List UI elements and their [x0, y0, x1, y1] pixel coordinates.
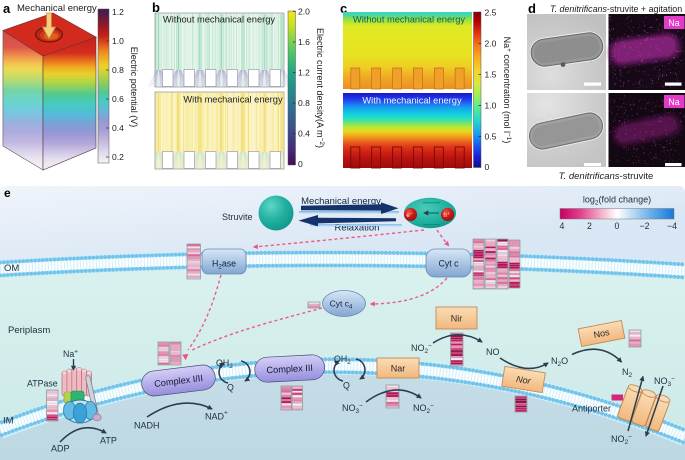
svg-text:ADP: ADP [51, 444, 70, 454]
svg-text:1.0: 1.0 [485, 101, 497, 111]
svg-text:2.5: 2.5 [485, 8, 497, 18]
svg-text:Mechanical energy: Mechanical energy [301, 196, 381, 207]
svg-text:H2ase: H2ase [212, 259, 236, 271]
svg-text:1.0: 1.0 [112, 36, 124, 46]
svg-text:0: 0 [615, 221, 620, 231]
svg-text:h+: h+ [443, 211, 449, 219]
svg-text:1.2: 1.2 [298, 68, 310, 78]
svg-text:Complex III: Complex III [266, 363, 313, 375]
svg-text:Q: Q [343, 381, 350, 391]
svg-text:Cyt c: Cyt c [438, 259, 459, 269]
svg-text:0.6: 0.6 [112, 94, 124, 104]
svg-text:OM: OM [4, 263, 19, 274]
svg-text:Nar: Nar [391, 364, 406, 374]
svg-text:Q: Q [227, 383, 234, 393]
svg-text:Periplasm: Periplasm [8, 325, 50, 336]
svg-text:e: e [4, 186, 11, 200]
svg-text:Without mechanical energy: Without mechanical energy [163, 15, 275, 25]
svg-text:0: 0 [485, 162, 490, 172]
svg-text:e−: e− [406, 211, 412, 219]
svg-text:Without mechanical energy: Without mechanical energy [353, 15, 465, 25]
svg-text:Nor: Nor [515, 374, 532, 386]
svg-text:Electric potential (V): Electric potential (V) [129, 47, 139, 128]
svg-text:0.4: 0.4 [112, 123, 124, 133]
svg-text:N2: N2 [622, 367, 633, 379]
svg-text:Relaxation: Relaxation [335, 223, 380, 234]
svg-text:Na+: Na+ [63, 349, 78, 360]
svg-text:0: 0 [298, 159, 303, 169]
svg-text:0.4: 0.4 [298, 129, 310, 139]
svg-text:1.5: 1.5 [485, 70, 497, 80]
svg-text:Struvite: Struvite [222, 212, 253, 222]
svg-text:IM: IM [3, 416, 14, 427]
svg-text:ATP: ATP [100, 436, 117, 446]
svg-text:NO: NO [486, 347, 500, 357]
svg-text:N2O: N2O [551, 356, 568, 368]
svg-text:0.8: 0.8 [298, 98, 310, 108]
svg-text:4: 4 [560, 221, 565, 231]
svg-text:Na: Na [668, 97, 679, 107]
svg-text:Cyt c4: Cyt c4 [330, 299, 353, 311]
svg-text:ATPase: ATPase [27, 379, 58, 389]
svg-text:1.6: 1.6 [298, 37, 310, 47]
svg-text:2.0: 2.0 [298, 7, 310, 17]
svg-text:0.5: 0.5 [485, 132, 497, 142]
svg-text:NAD+: NAD+ [205, 410, 228, 422]
svg-text:With mechanical energy: With mechanical energy [362, 96, 462, 106]
svg-text:1.2: 1.2 [112, 7, 124, 17]
svg-text:log2(fold change): log2(fold change) [583, 195, 651, 207]
svg-text:With mechanical energy: With mechanical energy [183, 95, 283, 105]
svg-text:−4: −4 [667, 221, 677, 231]
svg-text:2: 2 [587, 221, 592, 231]
svg-text:Na+ concentration (mol l−1): Na+ concentration (mol l−1) [502, 37, 513, 144]
svg-text:0.2: 0.2 [112, 152, 124, 162]
svg-text:QH2: QH2 [334, 354, 351, 366]
svg-text:QH2: QH2 [216, 358, 233, 370]
svg-text:Antiporter: Antiporter [572, 404, 611, 414]
svg-text:Na: Na [668, 18, 679, 28]
svg-text:Nir: Nir [451, 314, 463, 324]
svg-text:−2: −2 [639, 221, 649, 231]
svg-text:2.0: 2.0 [485, 39, 497, 49]
svg-text:Electric current density(A m−2: Electric current density(A m−2) [315, 28, 326, 148]
svg-text:Nos: Nos [593, 327, 611, 340]
svg-text:0.8: 0.8 [112, 65, 124, 75]
svg-text:NADH: NADH [134, 421, 160, 431]
